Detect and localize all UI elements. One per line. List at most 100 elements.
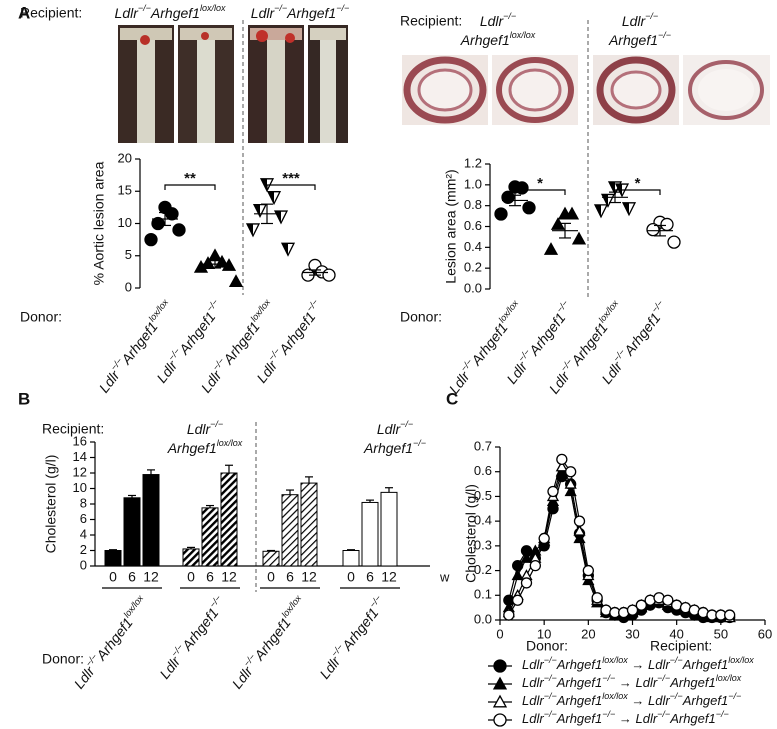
x-tick-label: 40: [669, 626, 683, 641]
bar: [182, 548, 200, 567]
y-tick-label: 1.2: [464, 155, 482, 170]
significance-label: ***: [282, 170, 300, 187]
marker-shape: [520, 577, 533, 589]
marker: [144, 232, 158, 247]
significance-bracket: [514, 189, 566, 195]
donor-label: Donor:: [42, 651, 84, 667]
marker-shape: [564, 477, 577, 489]
marker-shape: [515, 181, 529, 195]
week-label: 0: [109, 569, 117, 585]
y-tick-label: 0.6: [474, 463, 492, 478]
marker-shape: [556, 453, 568, 466]
y-tick-label: 0.2: [464, 260, 482, 275]
x-tick-label: 60: [758, 626, 772, 641]
sem-bar: [261, 203, 273, 225]
marker-shape: [151, 216, 165, 231]
panel-label: A: [18, 3, 30, 22]
y-tick-label: 0.5: [474, 488, 492, 503]
marker: [266, 191, 282, 206]
marker-shape: [261, 178, 267, 191]
y-tick-label: 12: [73, 464, 87, 479]
marker: [646, 222, 660, 237]
marker: [621, 202, 637, 217]
recipient-name: Ldlr−/−: [622, 11, 658, 28]
marker: [515, 181, 529, 195]
marker-shape: [493, 659, 507, 673]
error-bar: [128, 494, 136, 498]
bar: [201, 507, 219, 567]
y-tick-label: 15: [118, 183, 132, 198]
error-bar: [206, 504, 214, 508]
y-tick-label: 5: [125, 247, 132, 262]
marker: [556, 453, 568, 466]
recipient-name: Ldlr−/−Arhgef1−/−: [251, 3, 349, 20]
marker: [494, 207, 508, 221]
recipient-name: Arhgef1lox/lox: [167, 438, 243, 455]
x-tick-label: Ldlr−/−Arhgef1−/−: [315, 593, 389, 681]
y-tick-label: 0.4: [474, 513, 492, 528]
marker-shape: [543, 242, 559, 255]
error-bar: [385, 487, 393, 493]
y-tick-label: 14: [73, 449, 87, 464]
y-tick-label: 0: [125, 279, 132, 294]
marker-shape: [522, 201, 536, 215]
marker: [662, 594, 674, 606]
marker-shape: [221, 258, 237, 271]
marker: [492, 694, 508, 708]
marker-shape: [538, 532, 550, 545]
error-bar: [366, 499, 374, 503]
x-tick-label: 10: [537, 626, 551, 641]
marker: [501, 190, 515, 204]
recipient-name: Arhgef1−/−: [608, 30, 671, 47]
donor-label: Donor:: [20, 309, 62, 325]
marker-shape: [573, 524, 586, 536]
week-label: 0: [187, 569, 195, 585]
recipient-name: Arhgef1−/−: [363, 438, 426, 455]
y-tick-label: 0.6: [464, 218, 482, 233]
bar: [300, 482, 318, 567]
marker: [582, 564, 594, 577]
y-tick-label: 0: [80, 557, 87, 572]
y-tick-label: 2: [80, 542, 87, 557]
y-axis-label: Cholesterol (g/l): [463, 484, 479, 583]
recipient-label: Recipient:: [400, 13, 462, 29]
marker-shape: [268, 191, 274, 204]
bar: [123, 497, 141, 567]
error-bar: [305, 476, 313, 484]
y-tick-label: 8: [80, 495, 87, 510]
sem-bar: [159, 211, 171, 227]
marker-shape: [660, 217, 674, 232]
marker-shape: [609, 181, 615, 194]
marker-shape: [492, 694, 508, 708]
marker-shape: [564, 206, 580, 220]
marker: [522, 201, 536, 215]
marker-shape: [503, 609, 515, 621]
lesion-sections: [402, 55, 770, 125]
week-label: 6: [206, 569, 214, 585]
marker-shape: [573, 515, 586, 527]
week-label: 6: [366, 569, 374, 585]
marker: [511, 569, 524, 581]
sem-bar: [309, 269, 321, 276]
marker: [493, 713, 507, 727]
recipient-name: Ldlr−/−: [377, 419, 413, 436]
marker: [573, 515, 586, 527]
marker: [520, 551, 533, 563]
week-label: 6: [128, 569, 136, 585]
marker-shape: [547, 485, 559, 498]
marker: [555, 460, 568, 472]
week-label: 12: [221, 569, 237, 585]
y-tick-label: 4: [80, 526, 87, 541]
marker-shape: [646, 222, 660, 237]
marker-shape: [492, 676, 508, 690]
marker: [245, 223, 261, 238]
marker-shape: [623, 202, 629, 215]
significance-bracket: [266, 184, 316, 190]
marker: [626, 604, 639, 616]
marker-shape: [200, 256, 216, 269]
marker: [591, 592, 603, 604]
marker-shape: [571, 231, 587, 245]
marker-shape: [512, 594, 524, 606]
error-bar: [225, 464, 233, 473]
